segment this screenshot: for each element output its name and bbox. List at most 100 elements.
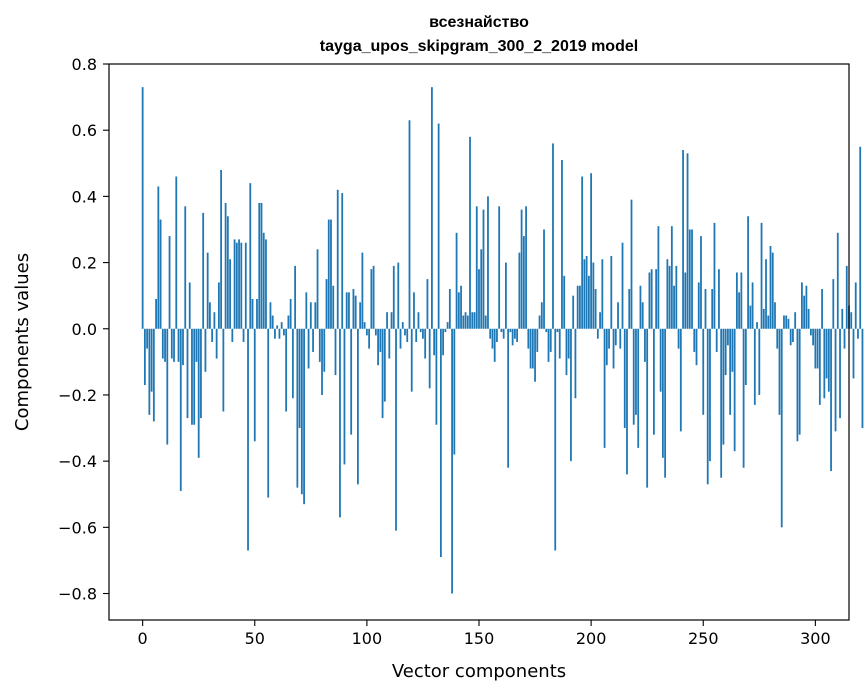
- bar: [404, 328, 406, 336]
- bar: [260, 203, 263, 329]
- bar: [336, 189, 339, 329]
- bar: [291, 328, 294, 399]
- bar: [751, 282, 754, 329]
- bar: [392, 265, 395, 329]
- bar: [776, 328, 779, 349]
- bar: [547, 328, 550, 362]
- bar: [415, 328, 418, 342]
- bar: [825, 328, 828, 379]
- bar: [531, 328, 534, 369]
- bar: [188, 282, 191, 329]
- y-axis-label: Components values: [12, 253, 33, 431]
- bar: [599, 312, 601, 329]
- bar: [608, 328, 610, 349]
- bar: [704, 289, 707, 329]
- bar: [792, 328, 794, 342]
- bar: [803, 295, 806, 329]
- x-tick-label: 100: [352, 629, 383, 648]
- y-tick-label: 0.6: [72, 121, 97, 140]
- bar: [357, 328, 359, 485]
- bar: [148, 328, 151, 415]
- bar: [807, 308, 810, 329]
- bar: [760, 222, 763, 329]
- bar: [202, 212, 205, 329]
- bar: [762, 308, 765, 329]
- bar: [321, 328, 323, 395]
- bar: [832, 279, 835, 329]
- bar: [287, 315, 290, 329]
- bar: [509, 328, 512, 333]
- bar: [455, 232, 458, 329]
- bar: [507, 328, 510, 468]
- bar: [298, 328, 301, 429]
- bar: [343, 328, 346, 465]
- bar: [742, 328, 745, 468]
- plot-frame: [108, 63, 850, 621]
- bar: [285, 328, 288, 412]
- bar: [693, 328, 696, 352]
- bar: [491, 328, 494, 349]
- bar: [152, 328, 155, 422]
- bar: [399, 328, 402, 349]
- bar: [155, 298, 157, 329]
- bar: [442, 328, 445, 356]
- bar: [682, 150, 684, 329]
- bar: [431, 87, 433, 329]
- bar-series: [141, 87, 864, 594]
- bar: [605, 328, 608, 366]
- bar: [666, 259, 669, 329]
- bar: [437, 123, 440, 329]
- bar: [859, 146, 862, 329]
- bar: [283, 328, 285, 336]
- y-tick-label: −0.8: [58, 585, 97, 604]
- y-tick-label: 0.4: [72, 187, 97, 206]
- bar: [309, 302, 312, 329]
- bar: [397, 262, 400, 329]
- bar: [747, 216, 749, 329]
- bar: [388, 328, 391, 359]
- x-tick-label: 200: [576, 629, 607, 648]
- bar: [646, 328, 649, 488]
- bar: [765, 259, 767, 329]
- bar: [177, 328, 180, 362]
- bar: [323, 328, 326, 372]
- bar: [191, 328, 193, 425]
- bar: [587, 275, 590, 329]
- bar: [372, 265, 375, 329]
- bar: [460, 285, 462, 329]
- bar: [141, 87, 144, 329]
- bar: [601, 259, 604, 329]
- bar: [785, 315, 788, 329]
- bar: [256, 298, 258, 329]
- bar: [466, 315, 469, 329]
- bar: [368, 328, 371, 349]
- y-tick-label: −0.6: [58, 518, 97, 537]
- bar: [419, 328, 422, 333]
- bar: [809, 328, 812, 336]
- x-axis-ticks: 0 50 100 150 200 250 300: [138, 620, 831, 648]
- bar: [446, 322, 449, 329]
- bar: [661, 328, 664, 458]
- bar: [267, 328, 270, 498]
- bar: [251, 298, 254, 329]
- bar: [753, 328, 756, 405]
- y-tick-label: −0.2: [58, 386, 97, 405]
- bar: [168, 236, 171, 329]
- bar: [796, 328, 799, 442]
- bar: [843, 328, 846, 349]
- bar: [365, 328, 368, 336]
- bar: [854, 282, 857, 329]
- bar: [410, 328, 413, 392]
- bar: [675, 265, 678, 329]
- bar: [576, 285, 579, 329]
- y-tick-label: 0.8: [72, 55, 97, 74]
- bar: [305, 292, 308, 329]
- bar: [827, 328, 830, 392]
- bar: [513, 328, 516, 339]
- bar: [262, 232, 265, 329]
- bar: [534, 328, 536, 382]
- bar: [175, 176, 178, 329]
- bar: [812, 328, 815, 346]
- bar: [469, 136, 471, 329]
- bar: [805, 285, 808, 329]
